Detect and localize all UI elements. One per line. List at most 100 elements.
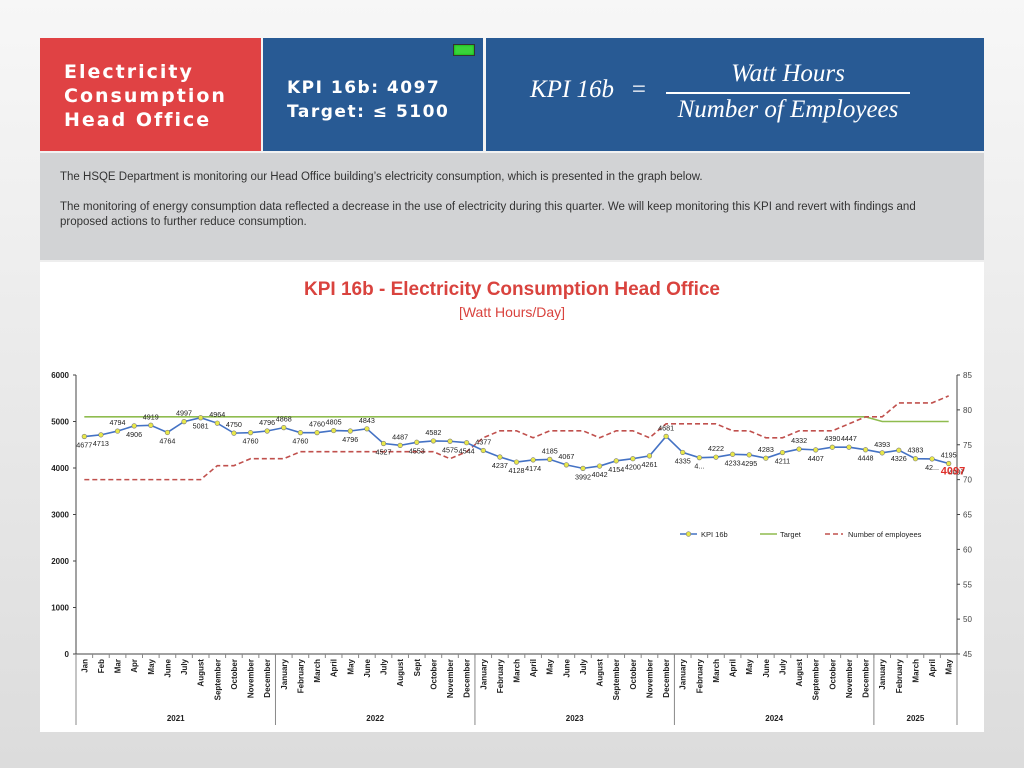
data-point: [713, 454, 719, 460]
data-label: 4677: [76, 441, 92, 450]
data-point: [331, 427, 337, 434]
x-tick-label: June: [363, 658, 372, 677]
description-paragraph-2: The monitoring of energy consumption dat…: [60, 201, 916, 228]
x-tick-label: August: [197, 659, 206, 687]
data-label: 4295: [741, 459, 757, 468]
x-tick-label: March: [712, 659, 721, 683]
kpi-target: Target: ≤ 5100: [287, 102, 450, 122]
data-label: 4377: [475, 437, 491, 446]
data-point: [829, 444, 835, 450]
data-label: 4335: [675, 456, 691, 465]
data-point: [746, 452, 752, 458]
data-point: [397, 442, 403, 448]
data-label: 4222: [708, 444, 724, 453]
x-tick-label: November: [645, 659, 654, 698]
series-line-employees: [84, 395, 949, 481]
data-point: [347, 428, 353, 434]
data-label: 4211: [775, 457, 790, 466]
x-tick-label: July: [380, 658, 389, 675]
formula-denominator: Number of Employees: [677, 96, 899, 123]
y2-tick-label: 75: [963, 441, 972, 450]
data-point: [646, 453, 653, 459]
formula-lhs: KPI 16b =: [530, 76, 648, 103]
data-label: 4964: [209, 410, 225, 419]
data-point: [946, 460, 952, 467]
x-tick-label: March: [513, 659, 522, 683]
x-tick-label: January: [479, 658, 488, 689]
data-point: [547, 456, 553, 462]
data-label: 4174: [525, 464, 541, 473]
x-tick-label: Feb: [97, 659, 106, 673]
year-label: 2024: [765, 714, 783, 723]
data-point: [380, 440, 387, 447]
x-tick-label: June: [562, 658, 571, 677]
status-indicator: [453, 44, 475, 56]
x-tick-label: July: [778, 658, 787, 675]
data-point: [480, 447, 486, 454]
data-point: [430, 438, 436, 444]
year-label: 2023: [566, 714, 584, 723]
data-point: [281, 425, 287, 431]
description-paragraph-1: The HSQE Department is monitoring our He…: [60, 171, 703, 183]
data-label: 4200: [625, 463, 641, 472]
y-tick-label: 3000: [51, 511, 69, 520]
data-point: [264, 428, 270, 434]
data-label: 4805: [326, 418, 342, 427]
x-tick-label: November: [446, 659, 455, 698]
data-point: [929, 456, 935, 462]
x-tick-label: January: [280, 658, 289, 689]
legend-employees-label: Number of employees: [848, 530, 922, 539]
data-label: 4097: [949, 467, 965, 476]
data-label: 4750: [226, 420, 242, 429]
y2-tick-label: 70: [963, 476, 972, 485]
year-label: 2025: [907, 714, 925, 723]
data-label: 4796: [342, 435, 358, 444]
x-tick-label: Apr: [130, 659, 139, 673]
data-point: [297, 430, 304, 436]
x-tick-label: Jan: [80, 659, 89, 673]
data-label: 5081: [193, 422, 209, 431]
x-tick-label: February: [296, 658, 305, 693]
data-label: 4128: [509, 466, 525, 475]
x-tick-label: October: [629, 659, 638, 690]
data-label: 4487: [392, 432, 408, 441]
data-point: [813, 447, 819, 453]
kpi-panel: KPI 16b: 4097 Target: ≤ 5100: [263, 38, 483, 151]
data-label: 4185: [542, 446, 558, 455]
x-tick-label: July: [579, 658, 588, 675]
data-point: [680, 449, 686, 456]
y2-tick-label: 85: [963, 371, 972, 380]
data-label: 4760: [243, 437, 259, 446]
page-title: Electricity Consumption Head Office: [64, 61, 227, 131]
x-tick-label: August: [396, 659, 405, 687]
x-tick-label: June: [762, 658, 771, 677]
x-tick-label: November: [247, 659, 256, 698]
data-point: [580, 465, 586, 471]
data-label: 4681: [658, 423, 674, 432]
kpi-value: KPI 16b: 4097: [287, 78, 441, 98]
data-label: 4760: [309, 420, 325, 429]
x-tick-label: September: [812, 659, 821, 700]
data-point: [314, 430, 320, 436]
x-tick-label: December: [463, 659, 472, 698]
y-tick-label: 2000: [51, 557, 69, 566]
data-label: 4233: [725, 458, 741, 467]
data-label: 4868: [276, 415, 292, 424]
data-label: 4283: [758, 445, 774, 454]
data-label: 4237: [492, 461, 508, 470]
data-label: 4582: [425, 428, 441, 437]
x-tick-label: December: [862, 659, 871, 698]
data-point: [114, 428, 121, 434]
x-tick-label: February: [895, 658, 904, 693]
x-tick-label: October: [828, 659, 837, 690]
y2-tick-label: 55: [963, 580, 972, 589]
formula-panel: KPI 16b = Watt Hours Number of Employees: [486, 38, 984, 151]
data-label: 4527: [376, 447, 392, 456]
legend-target-label: Target: [780, 530, 802, 539]
legend-kpi-label: KPI 16b: [701, 530, 728, 539]
x-tick-label: August: [795, 659, 804, 687]
x-tick-label: May: [745, 658, 754, 674]
x-tick-label: Sept: [413, 659, 422, 677]
data-label: 4261: [641, 460, 657, 469]
data-label: 4575: [442, 445, 458, 454]
